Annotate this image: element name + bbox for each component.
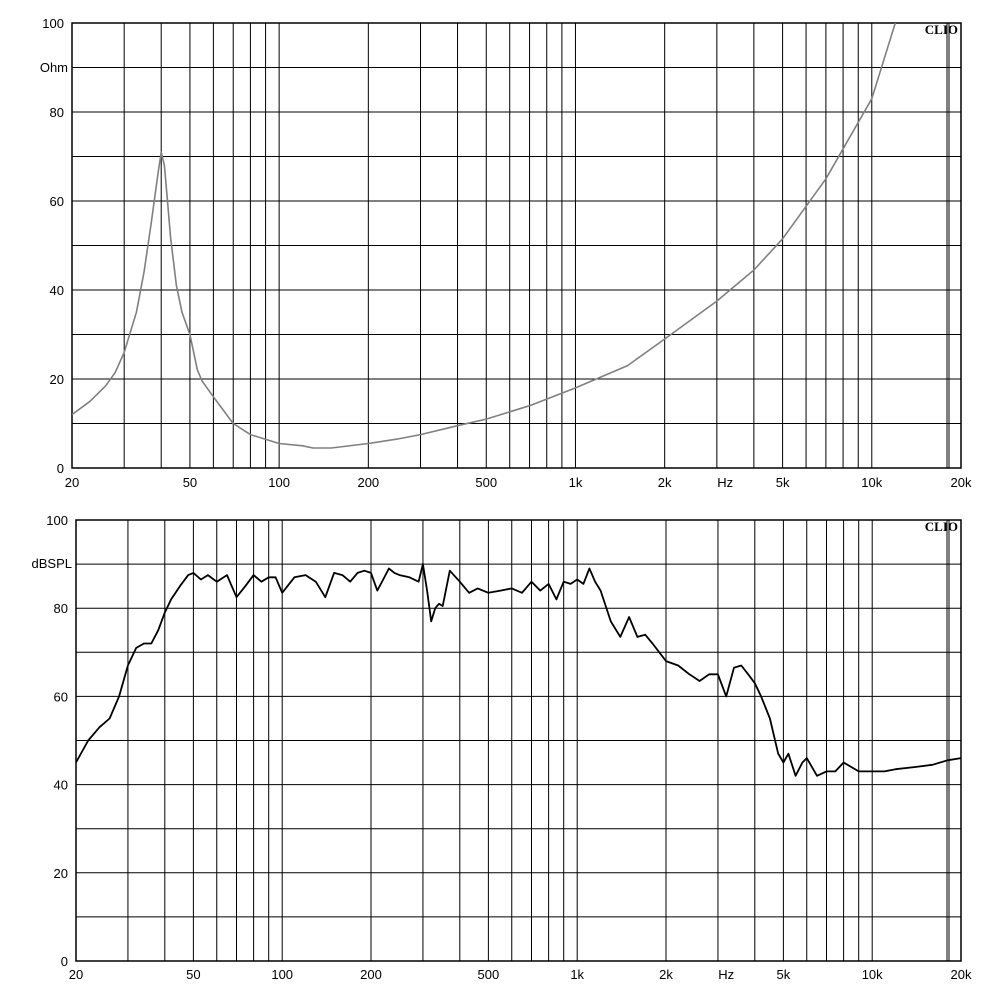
x-tick-label: 50	[186, 967, 200, 982]
x-tick-label: 500	[475, 475, 497, 490]
x-tick-label: 10k	[862, 967, 883, 982]
x-tick-label: 5k	[777, 967, 791, 982]
y-axis-label: dBSPL	[32, 556, 72, 571]
x-tick-label: 200	[357, 475, 379, 490]
x-unit-label: Hz	[718, 967, 734, 982]
x-tick-label: 10k	[861, 475, 882, 490]
y-tick-label: 60	[50, 194, 64, 209]
x-tick-label: 1k	[570, 967, 584, 982]
y-tick-label: 80	[54, 601, 68, 616]
y-tick-label: 20	[54, 866, 68, 881]
y-tick-label: 60	[54, 689, 68, 704]
y-tick-label: 100	[46, 513, 68, 528]
x-tick-label: 200	[360, 967, 382, 982]
y-tick-label: 40	[54, 778, 68, 793]
x-tick-label: 20k	[951, 475, 972, 490]
x-tick-label: 2k	[659, 967, 673, 982]
x-tick-label: 20	[69, 967, 83, 982]
x-unit-label: Hz	[717, 475, 733, 490]
y-tick-label: 20	[50, 372, 64, 387]
y-tick-label: 80	[50, 105, 64, 120]
x-tick-label: 1k	[569, 475, 583, 490]
y-axis-label: Ohm	[40, 60, 68, 75]
y-tick-label: 100	[42, 16, 64, 31]
x-tick-label: 100	[271, 967, 293, 982]
x-tick-label: 20	[65, 475, 79, 490]
x-tick-label: 500	[478, 967, 500, 982]
spl-frame	[75, 519, 962, 962]
y-tick-label: 40	[50, 283, 64, 298]
y-tick-label: 0	[61, 954, 68, 969]
spl-curve	[76, 563, 961, 777]
x-tick-label: 50	[183, 475, 197, 490]
x-tick-label: 20k	[951, 967, 972, 982]
clio-brand-label: CLIO	[925, 519, 958, 534]
impedance-frame	[71, 22, 962, 469]
impedance-curve	[72, 23, 897, 449]
x-tick-label: 5k	[776, 475, 790, 490]
clio-brand-label: CLIO	[925, 22, 958, 37]
y-tick-label: 0	[57, 461, 64, 476]
x-tick-label: 2k	[658, 475, 672, 490]
x-tick-label: 100	[268, 475, 290, 490]
